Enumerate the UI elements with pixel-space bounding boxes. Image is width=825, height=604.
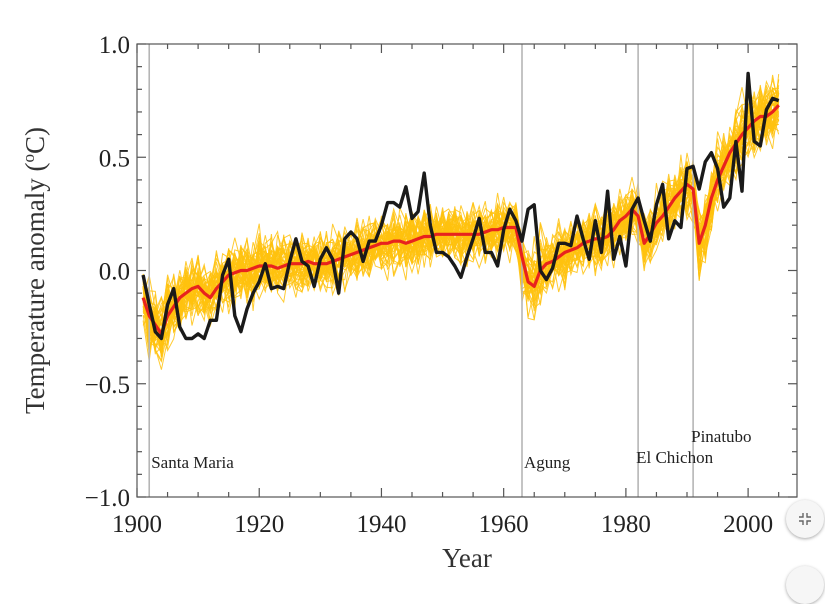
y-tick-label: 0.0 [99, 259, 130, 286]
chart: 1900 1920 1940 1960 1980 2000 1.0 0.5 0.0 −0.5 −1… [19, 32, 798, 573]
x-tick-label: 2000 [723, 511, 773, 538]
volcano-markers [148, 44, 694, 497]
x-tick-label: 1940 [356, 511, 406, 538]
axis-ticks [136, 43, 797, 498]
x-tick-labels: 1900 1920 1940 1960 1980 2000 [112, 511, 773, 538]
volcano-label: El Chichon [636, 448, 713, 467]
volcano-label: Agung [524, 453, 571, 472]
y-axis-title: Temperature anomaly (oC) [19, 127, 50, 414]
fullscreen-toggle-button[interactable] [786, 500, 824, 538]
x-tick-label: 1920 [234, 511, 284, 538]
y-tick-label: 0.5 [99, 145, 130, 172]
ensemble-member-line [142, 94, 780, 338]
x-tick-label: 1980 [601, 511, 651, 538]
volcano-labels: Santa Maria Agung El Chichon Pinatubo [151, 427, 751, 472]
ensemble-mean-line [141, 104, 780, 336]
ensemble-member-line [142, 86, 780, 335]
y-axis-title-tail: C) [20, 127, 50, 154]
secondary-corner-button[interactable] [786, 566, 824, 604]
series-lines [141, 71, 780, 341]
x-tick-label: 1960 [479, 511, 529, 538]
ensemble-member-line [142, 74, 780, 350]
volcano-label: Pinatubo [691, 427, 751, 446]
y-tick-label: −1.0 [85, 485, 130, 512]
y-tick-labels: 1.0 0.5 0.0 −0.5 −1.0 [85, 32, 130, 512]
y-axis-title-main: Temperature anomaly ( [20, 163, 50, 415]
compress-arrows-icon [798, 512, 812, 526]
y-tick-label: −0.5 [85, 372, 130, 399]
x-tick-label: 1900 [112, 511, 162, 538]
volcano-label: Santa Maria [151, 453, 234, 472]
ensemble-member-line [142, 86, 780, 357]
x-axis-title: Year [442, 543, 492, 573]
observations-line [141, 71, 780, 341]
y-axis-title-superscript: o [19, 154, 38, 163]
y-tick-label: 1.0 [99, 32, 130, 59]
